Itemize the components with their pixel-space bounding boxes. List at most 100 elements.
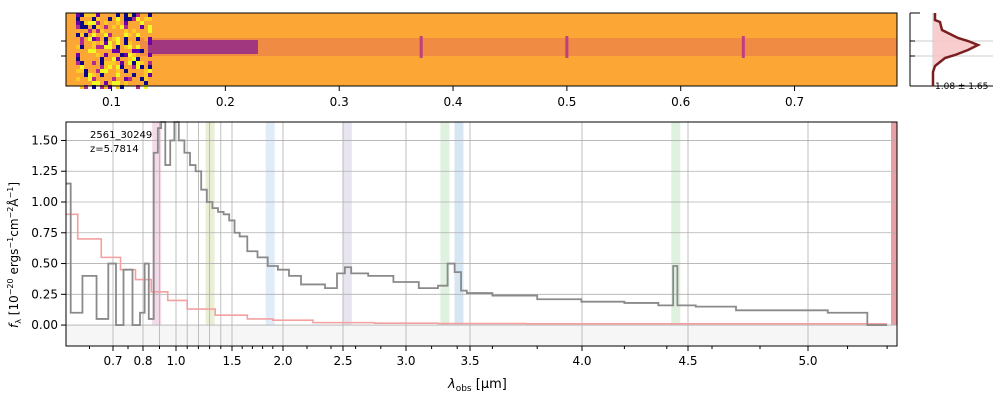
heatmap-pixel: [88, 69, 92, 73]
heatmap-pixel: [108, 17, 112, 21]
panel-1d-spectrum: 0.00 0.25 0.50 0.75 1.00 1.25 1.50 0.7 0.8 1.0 1.…: [6, 121, 898, 394]
heatmap-pixel: [116, 85, 120, 89]
heatmap-pixel: [92, 13, 96, 17]
heatmap-pixel: [136, 61, 140, 65]
heatmap-pixel: [124, 21, 128, 25]
heatmap-pixel: [80, 33, 84, 37]
heatmap-pixel: [116, 37, 120, 41]
y-tick-label: 0.25: [31, 287, 58, 301]
emission-line-column: [419, 36, 423, 58]
heatmap-pixel: [112, 81, 116, 85]
x-tick-label: 1.0: [166, 354, 185, 368]
heatmap-pixel: [96, 13, 100, 17]
heatmap-pixel: [92, 61, 96, 65]
heatmap-pixel: [88, 29, 92, 33]
heatmap-pixel: [128, 13, 132, 17]
heatmap-pixel: [108, 85, 112, 89]
heatmap-pixel: [132, 73, 136, 77]
heatmap-pixel: [108, 45, 112, 49]
heatmap-pixel: [148, 73, 152, 77]
heatmap-pixel: [144, 61, 148, 65]
heatmap-pixel: [88, 37, 92, 41]
shaded-band: [205, 122, 215, 346]
heatmap-pixel: [88, 21, 92, 25]
heatmap-pixel: [104, 81, 108, 85]
heatmap-pixel: [84, 25, 88, 29]
heatmap-pixel: [128, 61, 132, 65]
heatmap-pixel: [144, 37, 148, 41]
heatmap-pixel: [92, 33, 96, 37]
redshift-label: z=5.7814: [90, 144, 139, 155]
heatmap-pixel: [116, 41, 120, 45]
object-id-label: 2561_30249: [90, 130, 152, 141]
heatmap-pixel: [100, 41, 104, 45]
y-tick-label: 0.75: [31, 226, 58, 240]
heatmap-pixel: [100, 45, 104, 49]
heatmap-pixel: [112, 25, 116, 29]
heatmap-pixel: [120, 61, 124, 65]
heatmap-pixel: [136, 85, 140, 89]
x-tick-label: 1.5: [222, 354, 241, 368]
shaded-band: [152, 122, 162, 346]
heatmap-pixel: [76, 49, 80, 53]
heatmap-pixel: [136, 49, 140, 53]
heatmap-pixel: [96, 17, 100, 21]
heatmap-pixel: [132, 57, 136, 61]
heatmap-pixel: [116, 69, 120, 73]
heatmap-pixel: [148, 21, 152, 25]
y-tick-label: 1.25: [31, 164, 58, 178]
heatmap-pixel: [104, 17, 108, 21]
shaded-band: [440, 122, 450, 346]
heatmap-pixel: [80, 13, 84, 17]
series-line: [66, 121, 888, 326]
heatmap-pixel: [120, 53, 124, 57]
heatmap-pixel: [148, 29, 152, 33]
heatmap-pixel: [120, 25, 124, 29]
heatmap-pixel: [136, 45, 140, 49]
panel-2d-spectrum: 0.1 0.2 0.3 0.4 0.5 0.6 0.7: [61, 12, 898, 109]
profile-annotation: 1.08 ± 1.65: [935, 82, 988, 92]
heatmap-pixel: [100, 61, 104, 65]
heatmap-pixel: [120, 65, 124, 69]
heatmap-pixel: [124, 33, 128, 37]
heatmap-pixel: [104, 53, 108, 57]
heatmap-pixel: [104, 37, 108, 41]
heatmap-pixel: [84, 21, 88, 25]
heatmap-pixel: [92, 37, 96, 41]
heatmap-pixel: [108, 41, 112, 45]
heatmap-x-tick-label: 0.3: [330, 95, 349, 109]
heatmap-pixel: [128, 45, 132, 49]
heatmap-pixel: [76, 77, 80, 81]
x-tick-label: 0.7: [103, 354, 122, 368]
heatmap-pixel: [140, 25, 144, 29]
heatmap-pixel: [104, 45, 108, 49]
y-tick-label: 0.00: [31, 318, 58, 332]
heatmap-pixel: [136, 37, 140, 41]
y-axis-title: fλ [10−20 ergs−1cm−2Å−1]: [6, 182, 23, 328]
heatmap-pixel: [88, 81, 92, 85]
heatmap-pixel: [104, 21, 108, 25]
heatmap-pixel: [80, 53, 84, 57]
heatmap-pixel: [124, 13, 128, 17]
heatmap-pixel: [116, 49, 120, 53]
heatmap-pixel: [128, 69, 132, 73]
heatmap-pixel: [144, 17, 148, 21]
heatmap-pixel: [116, 81, 120, 85]
heatmap-x-tick-label: 0.2: [216, 95, 235, 109]
heatmap-pixel: [128, 57, 132, 61]
profile-line: [931, 13, 982, 86]
heatmap-pixel: [104, 69, 108, 73]
heatmap-pixel: [136, 21, 140, 25]
heatmap-pixel: [84, 33, 88, 37]
heatmap-pixel: [96, 69, 100, 73]
heatmap-pixel: [148, 65, 152, 69]
heatmap-pixel: [136, 65, 140, 69]
heatmap-pixel: [124, 17, 128, 21]
heatmap: [66, 13, 897, 89]
shaded-bands: [66, 122, 897, 346]
heatmap-pixel: [112, 57, 116, 61]
heatmap-pixel: [92, 85, 96, 89]
x-tick-label: 4.0: [572, 354, 591, 368]
heatmap-pixel: [84, 85, 88, 89]
heatmap-pixel: [132, 49, 136, 53]
